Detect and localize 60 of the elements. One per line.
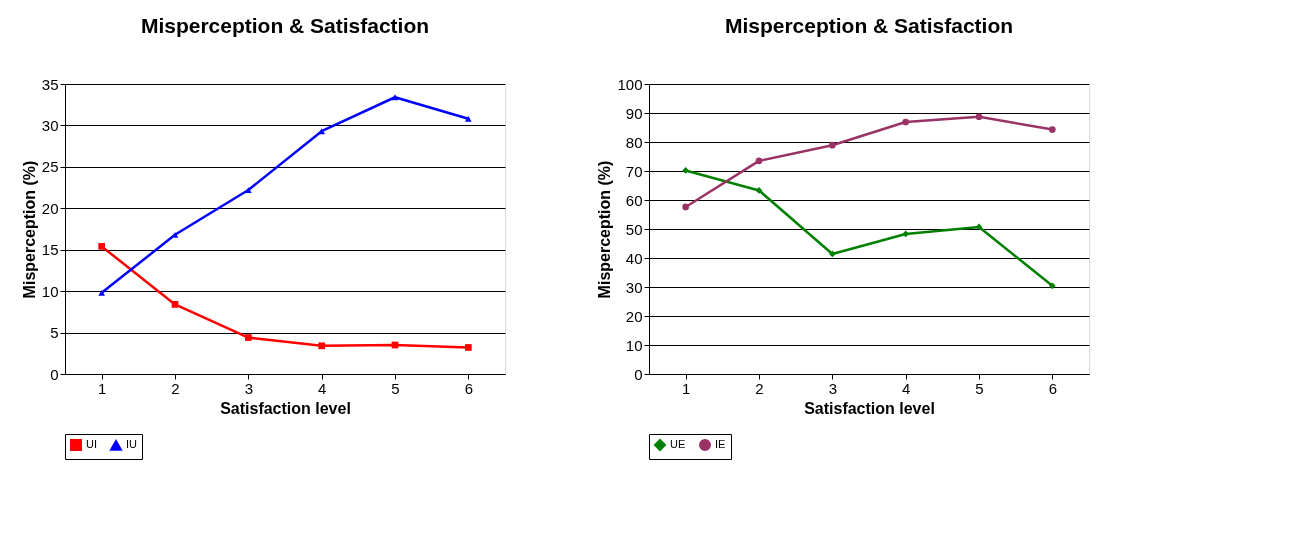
chart-title: Misperception & Satisfaction [724, 14, 1014, 37]
y-tick-label: 20 [41, 199, 59, 217]
x-tick-label: 1 [681, 379, 691, 397]
point [1048, 126, 1056, 133]
y-tick-label: 90 [625, 104, 643, 122]
point [828, 250, 836, 258]
legend-label: UI [86, 438, 97, 450]
point [244, 334, 252, 341]
y-tick-label: 10 [625, 336, 643, 354]
x-tick-label: 6 [464, 379, 474, 397]
point [464, 115, 472, 122]
x-tick-label: 1 [97, 379, 107, 397]
y-tick-label: 25 [41, 158, 59, 176]
point [975, 113, 983, 121]
x-tick-label: 5 [975, 379, 984, 397]
legend-label: IU [126, 438, 138, 451]
legend-label: UE [670, 438, 686, 450]
x-tick-label: 6 [1048, 379, 1058, 397]
x-tick-label: 5 [391, 379, 400, 397]
point [975, 223, 983, 231]
y-tick-label: 10 [41, 282, 59, 300]
y-tick-label: 35 [41, 75, 59, 93]
x-axis-title: Satisfaction level [804, 399, 935, 417]
point [1048, 282, 1056, 290]
point [98, 243, 106, 250]
y-tick-label: 80 [625, 133, 643, 151]
point [318, 128, 326, 135]
y-tick-label: 20 [625, 307, 643, 325]
x-tick-label: 4 [317, 379, 327, 397]
x-tick-label: 3 [244, 379, 254, 397]
point [98, 289, 106, 296]
y-tick-label: 40 [625, 249, 643, 267]
x-tick-label: 4 [901, 379, 911, 397]
y-tick-label: 0 [50, 365, 59, 383]
y-tick-label: 5 [50, 324, 59, 342]
y-tick-label: 30 [41, 116, 59, 134]
y-axis-title: Misperception (%) [20, 160, 38, 299]
point [902, 118, 910, 126]
point [682, 203, 690, 211]
x-tick-label: 2 [171, 379, 180, 397]
point [828, 141, 836, 149]
legend-label: IE [715, 438, 726, 450]
y-tick-label: 30 [625, 278, 643, 296]
y-tick-label: 60 [625, 191, 643, 209]
y-tick-label: 50 [625, 220, 643, 238]
x-tick-label: 3 [828, 379, 838, 397]
point [682, 167, 690, 174]
y-axis-title: Misperception (%) [596, 160, 614, 299]
y-tick-label: 100 [617, 75, 643, 93]
y-tick-label: 15 [41, 241, 59, 259]
point [755, 157, 763, 165]
point [391, 94, 399, 101]
point [318, 342, 326, 350]
y-tick-label: 0 [634, 365, 643, 383]
x-tick-label: 2 [755, 379, 764, 397]
point [171, 301, 179, 308]
x-axis-title: Satisfaction level [220, 399, 351, 417]
point [464, 344, 472, 351]
chart-title: Misperception & Satisfaction [140, 14, 430, 37]
y-tick-label: 70 [625, 162, 643, 180]
